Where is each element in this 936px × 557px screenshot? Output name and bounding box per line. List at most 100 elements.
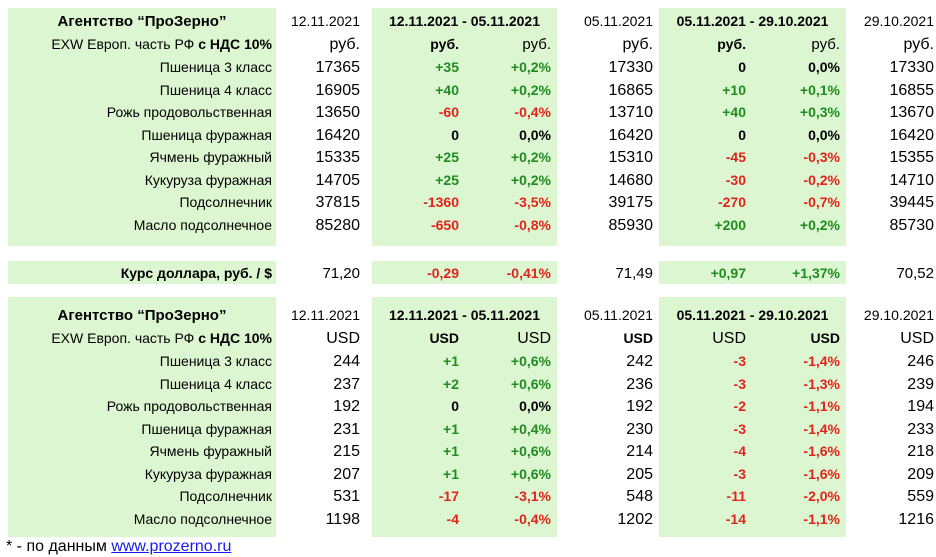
rate-change-pct-2: +1,37% — [792, 265, 840, 281]
price-current: 531 — [333, 488, 360, 505]
change-abs-2: -11 — [726, 488, 746, 504]
price-previous: 85930 — [608, 216, 654, 234]
price-oldest: 16420 — [889, 126, 935, 144]
change-pct-2: -1,6% — [803, 443, 840, 459]
commodity-name: Масло подсолнечное — [133, 510, 272, 527]
change-pct-1: -0,4% — [514, 510, 551, 527]
rate-label: Курс доллара, руб. / $ — [120, 265, 272, 281]
price-current: 1198 — [325, 510, 360, 528]
price-previous: 15310 — [608, 149, 654, 166]
rub-block-bg-change2 — [659, 8, 846, 246]
unit: руб. — [430, 36, 459, 52]
price-previous: 205 — [626, 465, 653, 483]
footnote: * - по данным www.prozerno.ru — [6, 537, 231, 557]
change-abs-2: -3 — [733, 375, 746, 392]
table-row: Подсолнечник 37815 -1360 -3,5% 39175 -270 -0,7… — [0, 191, 936, 214]
rub-unit-row: EXW Европ. часть РФ с НДС 10% руб. руб. … — [0, 33, 936, 56]
change-abs-1: +1 — [443, 353, 459, 369]
rate-value-2: 71,49 — [615, 265, 653, 282]
unit: USD — [712, 330, 746, 347]
price-previous: 13710 — [608, 104, 654, 121]
price-oldest: 246 — [907, 353, 934, 370]
change-pct-1: -0,8% — [514, 216, 551, 233]
price-current: 207 — [333, 465, 360, 483]
source-link[interactable]: www.prozerno.ru — [111, 538, 232, 555]
change-pct-1: +0,6% — [510, 443, 551, 459]
price-oldest: 39445 — [889, 194, 935, 211]
usd-header-row: Агентство “ПроЗерно” 12.11.2021 12.11.20… — [0, 304, 936, 327]
commodity-name: Рожь продовольственная — [106, 398, 272, 414]
change-abs-1: +40 — [435, 81, 459, 98]
basis-label: EXW Европ. часть РФ с НДС 10% — [8, 33, 276, 56]
price-current: 85280 — [315, 216, 361, 234]
change-pct-1: 0,0% — [519, 398, 551, 414]
change-pct-1: -3,5% — [514, 194, 551, 210]
commodity-name: Подсолнечник — [179, 488, 272, 504]
rate-value-1: 71,20 — [322, 265, 360, 282]
change-abs-2: 0 — [738, 59, 746, 75]
unit: руб. — [522, 36, 551, 53]
usd-block-bg-change2 — [659, 297, 846, 537]
change-abs-1: -1360 — [423, 194, 459, 210]
period-2: 05.11.2021 - 29.10.2021 — [676, 307, 829, 323]
change-abs-1: +2 — [443, 375, 459, 392]
price-current: 231 — [333, 420, 360, 438]
date-oldest: 29.10.2021 — [863, 307, 934, 323]
change-abs-1: -4 — [446, 510, 459, 527]
price-current: 16905 — [315, 81, 361, 99]
table-row: Пшеница фуражная 231 +1 +0,4% 230 -3 -1,4% 233 — [0, 418, 936, 441]
change-abs-2: +10 — [722, 81, 746, 98]
rate-value-3: 70,52 — [896, 265, 934, 282]
change-pct-1: +0,6% — [510, 353, 551, 369]
unit: USD — [326, 330, 360, 347]
change-pct-1: 0,0% — [519, 126, 551, 143]
change-pct-2: -1,3% — [803, 375, 840, 392]
date-oldest: 29.10.2021 — [863, 13, 934, 29]
commodity-name: Кукуруза фуражная — [144, 171, 272, 188]
table-row: Кукуруза фуражная 207 +1 +0,6% 205 -3 -1,6% 209 — [0, 463, 936, 486]
price-current: 17365 — [315, 59, 361, 76]
unit: руб. — [329, 36, 360, 53]
change-pct-2: -0,3% — [803, 149, 840, 165]
price-oldest: 1216 — [898, 510, 934, 528]
rub-block-bg-label — [8, 8, 276, 246]
basis-label: EXW Европ. часть РФ с НДС 10% — [8, 327, 276, 350]
change-abs-2: -3 — [733, 420, 746, 437]
basis-label-vat: с НДС 10% — [198, 330, 272, 346]
change-abs-2: -45 — [725, 149, 746, 165]
table-row: Пшеница 4 класс 237 +2 +0,6% 236 -3 -1,3% 239 — [0, 373, 936, 396]
price-current: 244 — [333, 353, 360, 370]
price-oldest: 13670 — [889, 104, 935, 121]
commodity-name: Пшеница 3 класс — [159, 59, 272, 75]
unit: USD — [623, 330, 653, 346]
price-previous: 16420 — [608, 126, 654, 144]
price-oldest: 85730 — [889, 216, 935, 234]
change-abs-2: -3 — [733, 353, 746, 369]
table-row: Пшеница фуражная 16420 0 0,0% 16420 0 0,0% 1642… — [0, 124, 936, 147]
change-pct-1: +0,2% — [510, 59, 551, 75]
rate-change-abs-1: -0,29 — [427, 265, 459, 281]
commodity-name: Рожь продовольственная — [106, 104, 272, 120]
usd-unit-row: EXW Европ. часть РФ с НДС 10% USD USD US… — [0, 327, 936, 350]
price-current: 15335 — [315, 149, 361, 166]
change-pct-2: -1,4% — [803, 353, 840, 369]
commodity-name: Пшеница 4 класс — [159, 375, 272, 392]
date-previous: 05.11.2021 — [583, 307, 653, 323]
price-current: 192 — [333, 398, 360, 415]
usd-block-bg-change1 — [372, 297, 557, 537]
unit: руб. — [903, 36, 934, 53]
period-1: 12.11.2021 - 05.11.2021 — [388, 307, 541, 323]
change-pct-1: +0,4% — [510, 420, 551, 437]
unit: USD — [517, 330, 551, 347]
rate-bg-label — [8, 261, 276, 284]
change-pct-1: -0,4% — [514, 104, 551, 120]
change-abs-2: -4 — [733, 443, 746, 459]
change-abs-2: -270 — [717, 194, 746, 210]
price-current: 215 — [333, 443, 360, 460]
change-abs-2: +200 — [714, 216, 746, 233]
change-pct-2: -0,7% — [803, 194, 840, 210]
change-abs-1: -650 — [430, 216, 459, 233]
price-previous: 548 — [626, 488, 653, 505]
change-pct-1: +0,2% — [510, 81, 551, 98]
commodity-name: Масло подсолнечное — [133, 216, 272, 233]
